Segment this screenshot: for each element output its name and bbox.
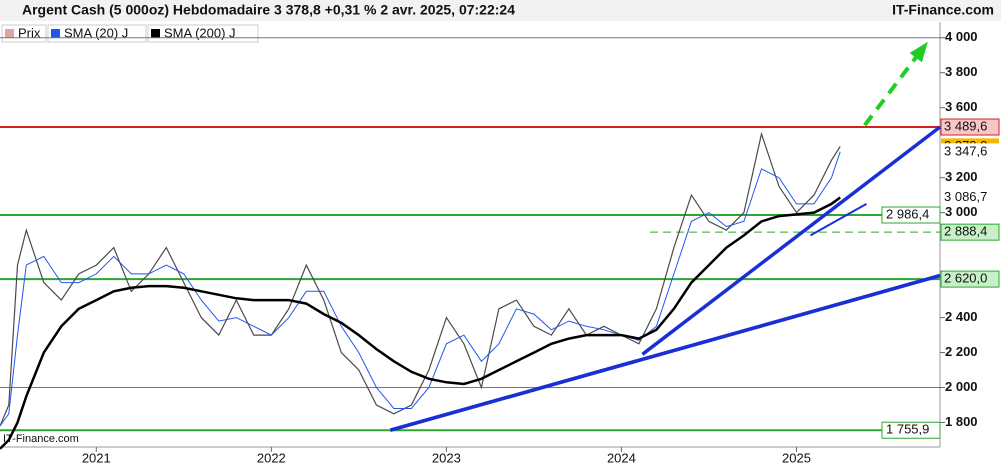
- y-tick-label: 3 200: [945, 169, 978, 184]
- y-tick-label: 4 000: [945, 29, 978, 44]
- level-label-text: 2 620,0: [944, 271, 987, 286]
- y-tick-label: 1 800: [945, 414, 978, 429]
- level-label-text: 2 986,4: [886, 206, 929, 221]
- arrow-shaft: [863, 45, 926, 127]
- level-label-text: 2 888,4: [944, 224, 987, 239]
- last-value-label: 3 086,7: [944, 189, 987, 204]
- watermark: IT-Finance.com: [3, 433, 79, 445]
- y-tick-label: 3 800: [945, 64, 978, 79]
- last-value-label: 3 347,6: [944, 143, 987, 158]
- y-tick-label: 3 000: [945, 204, 978, 219]
- chart-title: Argent Cash (5 000oz) Hebdomadaire 3 378…: [22, 2, 515, 18]
- level-label-box: [940, 118, 1000, 136]
- series-line: [0, 151, 841, 427]
- legend: Prix SMA (20) J SMA (200) J: [1, 24, 259, 43]
- legend-label: SMA (200) J: [164, 25, 236, 40]
- trendline: [389, 273, 941, 432]
- x-tick-label: 2024: [607, 450, 636, 465]
- y-tick-label: 2 400: [945, 309, 978, 324]
- legend-swatch: [151, 29, 160, 38]
- level-label-box: [940, 270, 1000, 288]
- y-tick-label: 2 200: [945, 344, 978, 359]
- legend-label: SMA (20) J: [64, 25, 128, 40]
- level-label: 3 489,6: [940, 118, 1000, 136]
- arrow-head: [909, 41, 928, 63]
- last-value-box: [940, 143, 1000, 161]
- level-label-box: [940, 223, 1000, 241]
- trendline: [641, 125, 942, 356]
- x-tick-label: 2021: [82, 450, 111, 465]
- y-tick-label: 3 600: [945, 99, 978, 114]
- level-label-box: [881, 206, 941, 224]
- level-label: 2 620,0: [940, 270, 1000, 288]
- series-line: [0, 196, 841, 450]
- level-label-box: [881, 421, 941, 439]
- level-label: 2 986,4: [881, 206, 941, 224]
- legend-swatch: [51, 29, 60, 38]
- header-bar: [0, 0, 1001, 21]
- x-tick-label: 2022: [257, 450, 286, 465]
- y-tick-label: 2 000: [945, 379, 978, 394]
- level-label: 1 755,9: [881, 421, 941, 439]
- level-label-text: 3 489,6: [944, 118, 987, 133]
- level-label: 2 888,4: [940, 223, 1000, 241]
- x-tick-label: 2023: [432, 450, 461, 465]
- legend-swatch: [5, 29, 14, 38]
- last-value-box: [940, 188, 1000, 206]
- level-label-text: 1 755,9: [886, 422, 929, 437]
- legend-label: Prix: [18, 25, 41, 40]
- source: IT-Finance.com: [892, 2, 994, 18]
- trendline: [809, 203, 867, 237]
- x-tick-label: 2025: [782, 450, 811, 465]
